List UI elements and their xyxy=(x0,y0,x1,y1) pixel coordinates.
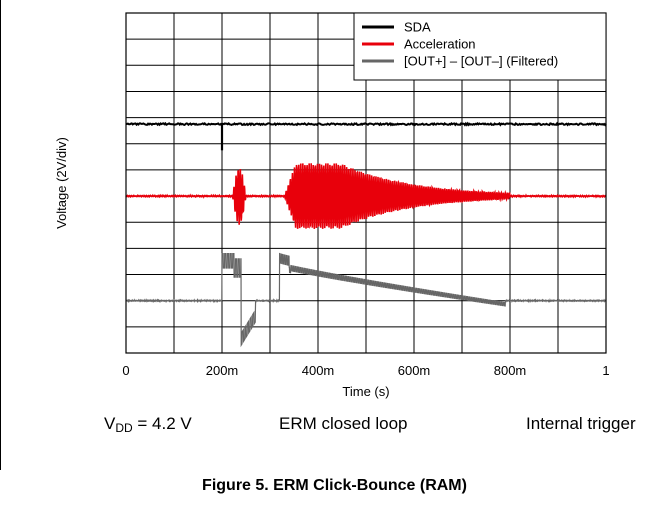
x-tick-label: 600m xyxy=(398,363,431,378)
y-axis-label: Voltage (2V/div) xyxy=(54,137,69,229)
figure-title: Figure 5. ERM Click-Bounce (RAM) xyxy=(0,477,669,495)
chart-svg: SDA Acceleration [OUT+] – [OUT–] (Filtered… xyxy=(0,0,669,410)
vdd-value: = 4.2 V xyxy=(133,414,192,433)
x-tick-label: 0 xyxy=(122,363,129,378)
x-tick-label: 200m xyxy=(206,363,239,378)
x-axis-label: Time (s) xyxy=(342,384,389,399)
x-tick-label: 400m xyxy=(302,363,335,378)
vdd-subscript: DD xyxy=(115,421,132,435)
trigger-condition: Internal trigger xyxy=(526,414,636,434)
x-tick-label: 1 xyxy=(602,363,609,378)
x-tick-label: 800m xyxy=(494,363,527,378)
legend-label: Acceleration xyxy=(404,37,476,52)
legend-label: [OUT+] – [OUT–] (Filtered) xyxy=(404,54,558,69)
legend-label: SDA xyxy=(404,20,431,35)
legend-box xyxy=(354,13,606,80)
vdd-condition: VDD = 4.2 V xyxy=(104,414,192,435)
vdd-prefix: V xyxy=(104,414,115,433)
series-line-sda xyxy=(126,123,606,125)
mode-condition: ERM closed loop xyxy=(279,414,408,434)
